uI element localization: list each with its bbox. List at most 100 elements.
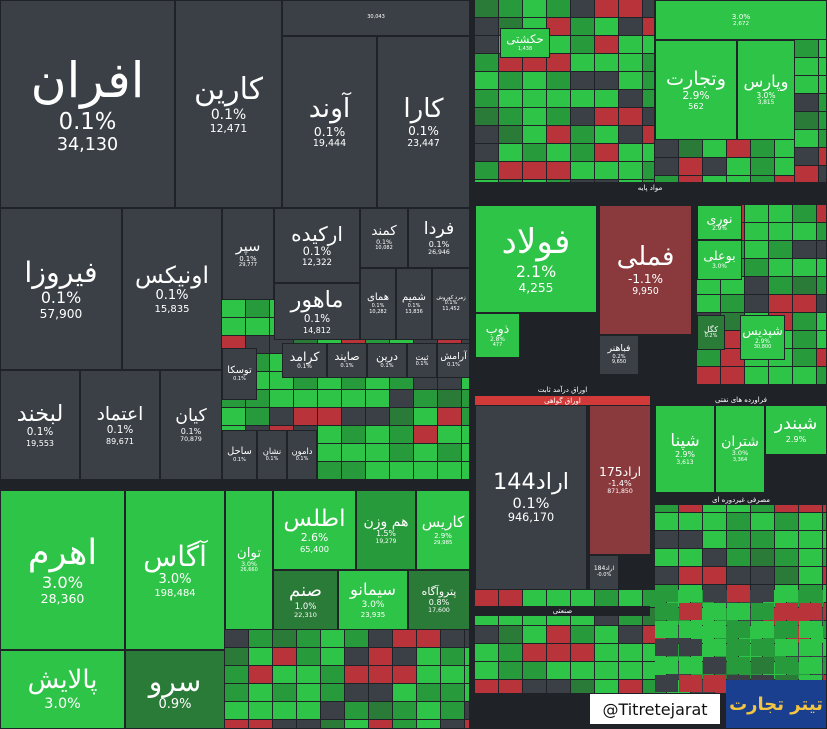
tile-change: 3.0% <box>731 11 751 21</box>
filler-tile <box>643 18 654 35</box>
filler-tile <box>703 176 726 182</box>
filler-tile <box>679 567 702 584</box>
stock-tile: اراد184 -0.0% <box>589 555 619 590</box>
filler-tile <box>417 684 440 701</box>
filler-tile <box>270 408 293 425</box>
tile-name: افران <box>30 51 145 109</box>
filler-tile <box>321 648 344 665</box>
filler-tile <box>294 390 317 407</box>
filler-tile <box>571 626 594 643</box>
tile-change: 0.1% <box>303 312 331 325</box>
stock-tile: فملی -1.1% 9,950 <box>599 205 692 335</box>
filler-tile <box>318 444 341 461</box>
filler-tile <box>345 648 368 665</box>
filler-tile <box>369 648 392 665</box>
filler-tile <box>318 390 341 407</box>
tile-value: 9,650 <box>611 359 627 366</box>
filler-tile <box>318 462 341 479</box>
tile-change: 0.1% <box>512 494 550 512</box>
filler-tile <box>817 241 826 258</box>
filler-tile <box>799 585 822 602</box>
filler-tile <box>321 666 344 683</box>
stock-tile: نشان 0.1% <box>257 430 287 480</box>
filler-tile <box>297 702 320 719</box>
tile-name: لبخند <box>16 400 64 427</box>
filler-tile <box>225 648 248 665</box>
filler-tile <box>655 639 678 656</box>
filler-tile <box>799 639 822 656</box>
filler-tile <box>246 318 269 335</box>
filler-tile <box>499 626 522 643</box>
filler-tile <box>721 277 744 294</box>
filler-tile <box>619 590 642 607</box>
filler-tile <box>819 148 826 165</box>
stock-tile: کرامد 0.1% <box>282 343 327 378</box>
section-header: صنعتی <box>475 606 650 616</box>
filler-tile <box>703 140 726 157</box>
filler-tile <box>369 702 392 719</box>
filler-tile <box>799 621 822 638</box>
filler-tile <box>703 158 726 175</box>
filler-tile <box>369 666 392 683</box>
filler-tile <box>270 390 293 407</box>
tile-value: 17,600 <box>428 607 450 615</box>
filler-tile <box>465 666 469 683</box>
filler-tile <box>819 94 826 111</box>
tile-change: -1.4% <box>608 478 632 488</box>
tile-name: کگل <box>704 325 718 335</box>
filler-tile <box>619 54 642 71</box>
filler-tile <box>679 549 702 566</box>
filler-tile <box>817 367 826 384</box>
filler-tile <box>342 444 365 461</box>
filler-tile <box>703 657 726 674</box>
filler-tile <box>417 702 440 719</box>
filler-tile <box>465 684 469 701</box>
stock-tile: فولاد 2.1% 4,255 <box>475 205 597 313</box>
filler-tile <box>321 720 344 728</box>
filler-tile <box>817 349 826 366</box>
filler-tile <box>619 126 642 143</box>
tile-name: اراد184 <box>593 565 615 573</box>
tile-change: 0.1% <box>210 107 247 124</box>
filler-tile <box>721 349 744 366</box>
tile-change: 0.1% <box>408 123 439 138</box>
filler-tile <box>643 108 654 125</box>
filler-tile <box>823 567 826 584</box>
filler-tile <box>819 76 826 93</box>
stock-tile: بوعلی 3.0% <box>697 240 742 280</box>
tile-name: اهرم <box>27 533 98 574</box>
stock-tile: شمیم 0.1% 13,836 <box>396 268 432 340</box>
tile-change: 0.1% <box>26 426 54 439</box>
stock-tile: حکشتی 1,438 <box>500 28 550 58</box>
tile-value: 198,484 <box>154 587 196 599</box>
filler-tile <box>655 158 678 175</box>
filler-tile <box>475 644 498 661</box>
stock-tile: کارا 0.1% 23,447 <box>377 36 470 208</box>
filler-tile <box>817 259 826 276</box>
tile-name: ثبت <box>415 351 429 362</box>
filler-tile <box>246 300 269 317</box>
tile-name: توان <box>236 545 262 561</box>
tile-change: 0.1% <box>106 424 134 437</box>
filler-tile <box>366 444 389 461</box>
tile-change: 3.0% <box>361 600 385 611</box>
filler-tile <box>571 644 594 661</box>
stock-tile: سرو 0.9% <box>125 650 225 729</box>
tile-value: 57,900 <box>39 307 83 322</box>
tile-value: 477 <box>492 342 503 349</box>
tile-name: فباهنر <box>607 342 631 354</box>
stock-tile: صایند 0.1% <box>327 343 367 378</box>
filler-tile <box>619 680 642 693</box>
filler-tile <box>273 666 296 683</box>
filler-tile <box>571 72 594 89</box>
filler-tile <box>547 36 570 53</box>
filler-tile <box>819 58 826 75</box>
stock-tile: نوری 2.9% <box>697 205 742 240</box>
stock-tile: ارکیده 0.1% 12,322 <box>274 208 360 283</box>
tile-name: توسکا <box>227 365 252 377</box>
tile-change: 0.1% <box>155 288 189 304</box>
filler-tile <box>823 621 826 638</box>
tile-change: 0.1% <box>428 239 450 249</box>
filler-tile <box>595 180 618 182</box>
filler-tile <box>619 180 642 182</box>
